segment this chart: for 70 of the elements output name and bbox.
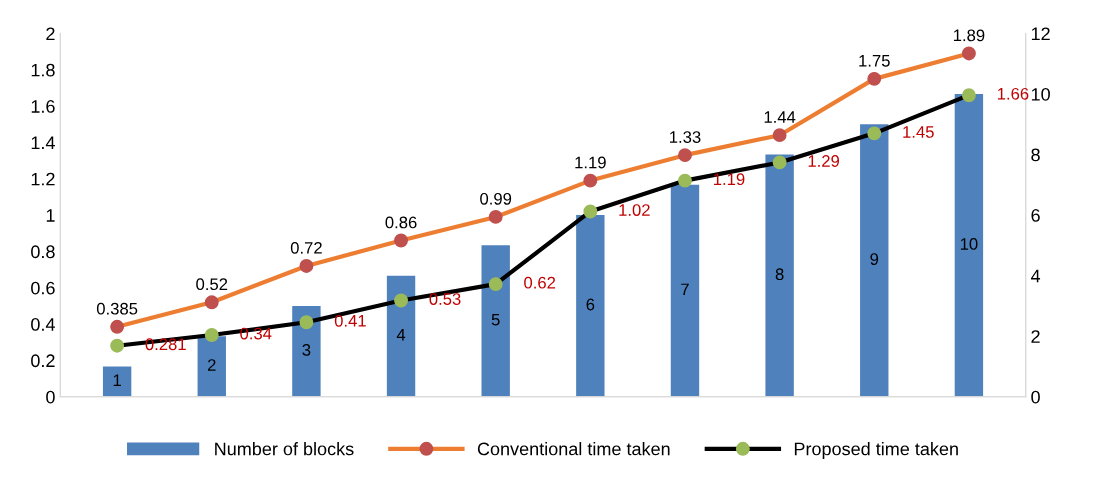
y-tick-label: 1.6 bbox=[31, 100, 55, 113]
y-tick-label: 0.4 bbox=[31, 318, 55, 331]
y2-tick-label: 4 bbox=[1030, 269, 1041, 283]
point bbox=[678, 148, 692, 163]
bar bbox=[481, 245, 510, 397]
y-tick-label: 0.2 bbox=[31, 354, 55, 368]
data-label: 1.75 bbox=[859, 55, 890, 67]
bar bbox=[292, 305, 321, 397]
data-label: 1.44 bbox=[764, 111, 796, 123]
data-label: 8 bbox=[775, 268, 784, 281]
data-label: 1.19 bbox=[714, 173, 745, 186]
y-tick-label: 1 bbox=[46, 209, 55, 222]
bar bbox=[860, 124, 889, 397]
y-tick-label: 0.8 bbox=[31, 245, 55, 259]
data-label: 1.89 bbox=[953, 29, 985, 42]
y2-tick-label: 10 bbox=[1031, 87, 1050, 101]
data-label: 1.19 bbox=[575, 156, 606, 169]
data-label: 6 bbox=[586, 298, 595, 311]
data-label: 1.02 bbox=[619, 204, 650, 216]
data-label: 0.34 bbox=[240, 327, 272, 340]
y2-tick-label: 6 bbox=[1031, 209, 1040, 222]
y-tick-label: 1.4 bbox=[31, 136, 55, 149]
data-label: 2 bbox=[207, 359, 216, 371]
y-tick-label: 0 bbox=[46, 390, 55, 404]
point bbox=[961, 46, 976, 61]
point bbox=[772, 128, 787, 143]
legend-label: Proposed time taken bbox=[794, 442, 958, 459]
data-label: 0.53 bbox=[429, 293, 461, 305]
legend-label: Conventional time taken bbox=[477, 442, 670, 456]
data-label: 0.62 bbox=[524, 276, 556, 289]
bar bbox=[102, 366, 132, 397]
bar bbox=[576, 215, 605, 397]
data-label: 0.72 bbox=[290, 241, 322, 254]
data-label: 3 bbox=[302, 344, 311, 356]
point bbox=[583, 173, 598, 188]
data-label: 7 bbox=[681, 283, 689, 296]
data-label: 9 bbox=[870, 253, 879, 265]
bar bbox=[670, 184, 700, 397]
data-label: 1 bbox=[113, 374, 121, 386]
data-label: 10 bbox=[960, 238, 978, 250]
y-tick-label: 1.8 bbox=[31, 63, 55, 77]
bar bbox=[765, 154, 794, 397]
point bbox=[488, 209, 503, 224]
point bbox=[867, 71, 882, 86]
point bbox=[299, 259, 314, 273]
point bbox=[110, 319, 125, 334]
data-label: 1.29 bbox=[808, 155, 840, 167]
y2-tick-label: 12 bbox=[1031, 27, 1050, 40]
data-label: 4 bbox=[396, 329, 406, 341]
y2-tick-label: 0 bbox=[1031, 390, 1040, 404]
y2-tick-label: 8 bbox=[1031, 148, 1040, 162]
data-label: 0.86 bbox=[385, 216, 417, 229]
y-tick-label: 1.2 bbox=[31, 172, 55, 186]
point bbox=[394, 233, 408, 248]
y2-tick-label: 2 bbox=[1031, 330, 1040, 343]
data-label: 1.66 bbox=[997, 87, 1029, 100]
legend-label: Number of blocks bbox=[215, 442, 354, 456]
bar bbox=[197, 336, 226, 397]
bar bbox=[386, 275, 416, 397]
data-label: 1.45 bbox=[903, 126, 934, 138]
data-label: 0.52 bbox=[196, 278, 228, 291]
y-tick-label: 0.6 bbox=[31, 281, 55, 295]
point bbox=[204, 295, 219, 310]
data-label: 5 bbox=[491, 313, 500, 326]
bar bbox=[954, 94, 984, 397]
data-label: 1.33 bbox=[670, 131, 701, 143]
data-label: 0.99 bbox=[480, 192, 512, 205]
data-label: 0.385 bbox=[96, 302, 138, 315]
y-tick-label: 2 bbox=[46, 27, 55, 40]
data-label: 0.41 bbox=[334, 314, 366, 327]
